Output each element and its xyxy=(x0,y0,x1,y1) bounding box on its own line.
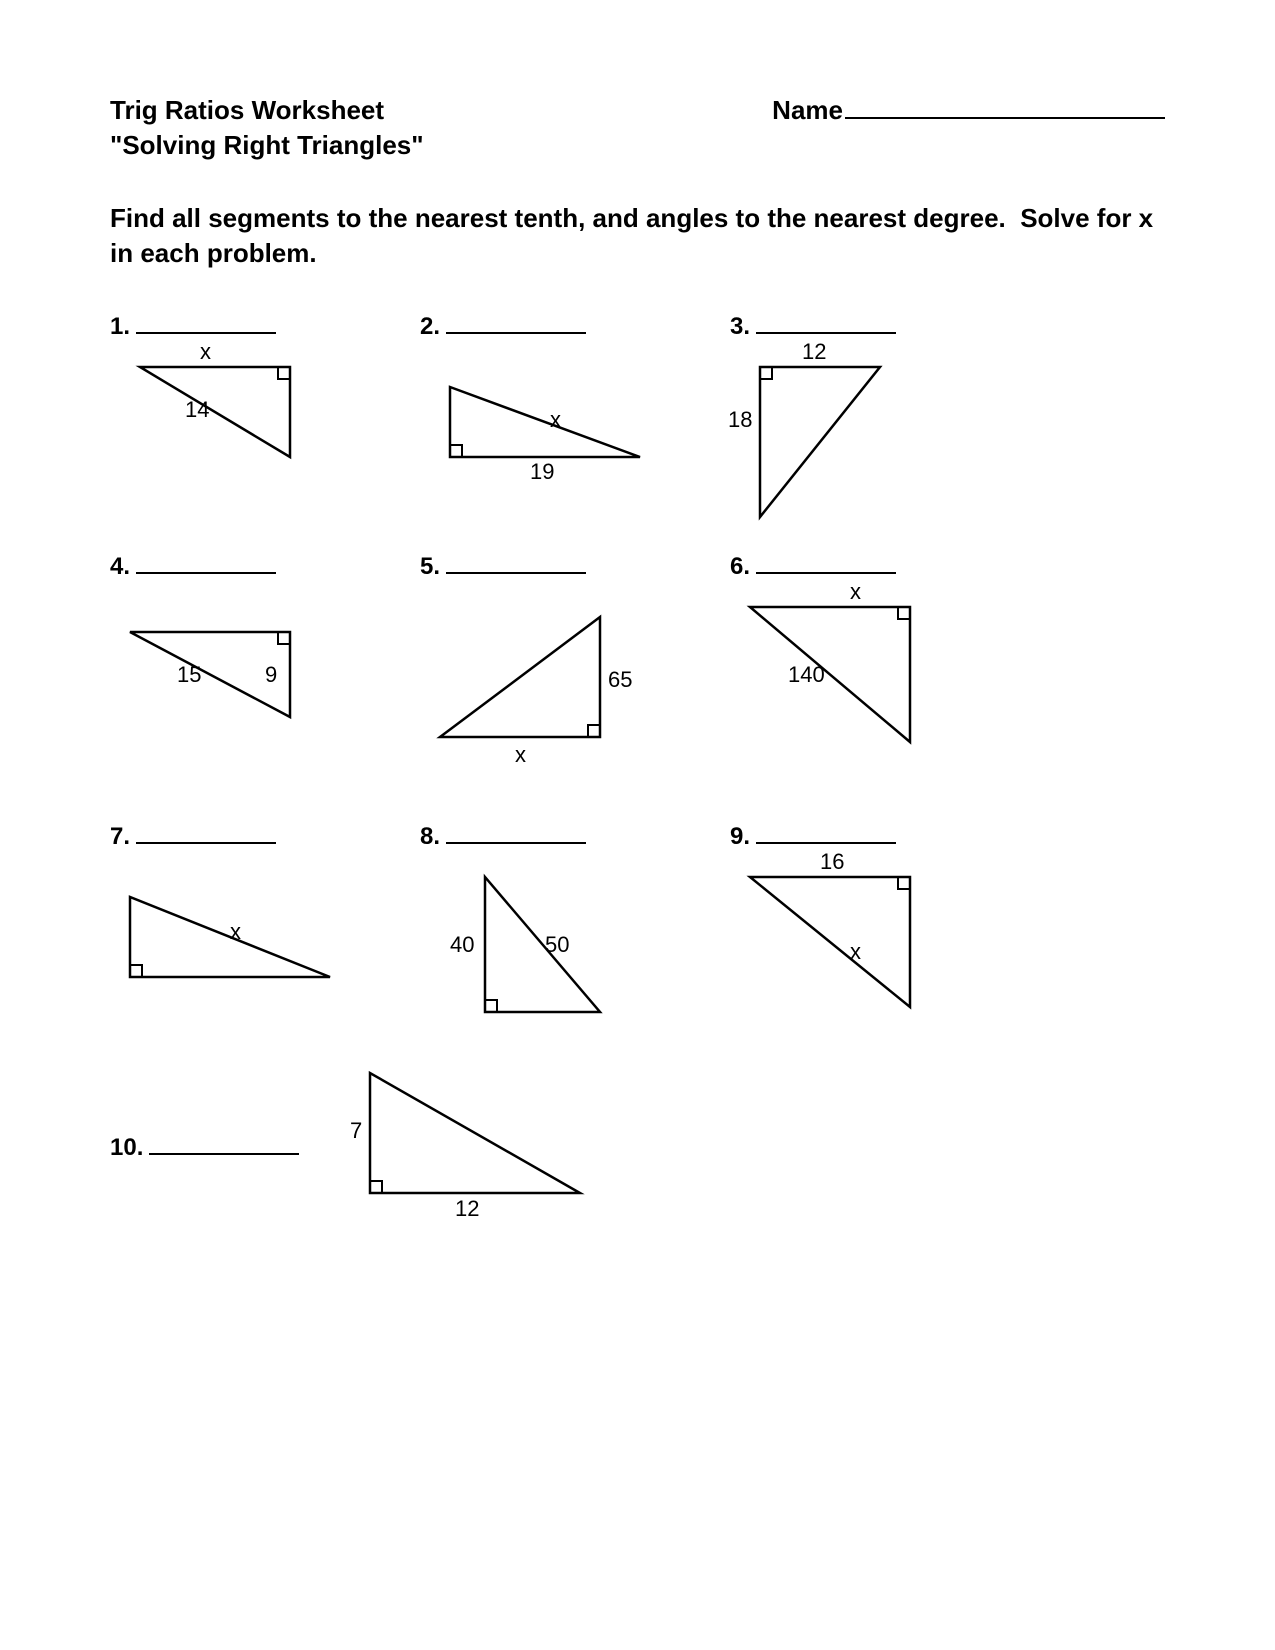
label-18: 18 xyxy=(728,407,752,433)
label-12: 12 xyxy=(802,339,826,365)
problems-grid: 1. x 14 2. x xyxy=(110,313,1165,1053)
problem-number: 10. xyxy=(110,1134,143,1162)
problem-3: 3. 12 18 xyxy=(730,313,1030,543)
answer-line[interactable] xyxy=(756,826,896,844)
problem-6: 6. x 140 xyxy=(730,553,1030,813)
problem-header: 7. xyxy=(110,823,410,851)
triangle-3 xyxy=(730,347,980,537)
name-input-line[interactable] xyxy=(845,99,1165,119)
problem-header: 4. xyxy=(110,553,410,581)
problem-number: 5. xyxy=(420,553,440,581)
answer-line[interactable] xyxy=(136,556,276,574)
answer-line[interactable] xyxy=(446,826,586,844)
problem-9: 9. 16 x xyxy=(730,823,1030,1053)
worksheet-page: Trig Ratios Worksheet Name "Solving Righ… xyxy=(0,0,1275,1650)
answer-line[interactable] xyxy=(756,316,896,334)
figure-8: 40 50 xyxy=(420,857,670,1027)
answer-line[interactable] xyxy=(756,556,896,574)
problem-1: 1. x 14 xyxy=(110,313,410,543)
worksheet-title: Trig Ratios Worksheet xyxy=(110,95,384,126)
figure-1: x 14 xyxy=(110,347,360,517)
answer-line[interactable] xyxy=(136,826,276,844)
header-row: Trig Ratios Worksheet Name xyxy=(110,95,1165,126)
label-140: 140 xyxy=(788,662,825,688)
problem-4: 4. 15 9 xyxy=(110,553,410,813)
answer-line[interactable] xyxy=(446,556,586,574)
problem-header: 8. xyxy=(420,823,720,851)
label-x: x xyxy=(515,742,526,768)
name-label: Name xyxy=(772,95,843,126)
problem-8: 8. 40 50 xyxy=(420,823,720,1053)
problem-number: 9. xyxy=(730,823,750,851)
figure-9: 16 x xyxy=(730,857,980,1027)
label-7: 7 xyxy=(350,1118,362,1144)
label-x: x xyxy=(850,579,861,605)
figure-6: x 140 xyxy=(730,587,980,757)
label-12: 12 xyxy=(455,1196,479,1222)
instructions-text: Find all segments to the nearest tenth, … xyxy=(110,201,1165,271)
triangle-6 xyxy=(730,587,980,777)
triangle-1 xyxy=(110,347,360,517)
label-9: 9 xyxy=(265,662,277,688)
problem-7: 7. x xyxy=(110,823,410,1053)
label-40: 40 xyxy=(450,932,474,958)
problem-10: 10. 7 12 xyxy=(110,1063,1165,1233)
problem-header: 9. xyxy=(730,823,1030,851)
problem-header: 5. xyxy=(420,553,720,581)
label-x: x xyxy=(200,339,211,365)
problem-header: 2. xyxy=(420,313,720,341)
triangle-4 xyxy=(110,587,360,757)
problem-number: 4. xyxy=(110,553,130,581)
problem-number: 2. xyxy=(420,313,440,341)
name-block: Name xyxy=(772,95,1165,126)
label-x: x xyxy=(850,939,861,965)
figure-2: x 19 xyxy=(420,347,670,517)
figure-3: 12 18 xyxy=(730,347,980,517)
worksheet-subtitle: "Solving Right Triangles" xyxy=(110,130,1165,161)
label-16: 16 xyxy=(820,849,844,875)
problem-number: 1. xyxy=(110,313,130,341)
label-15: 15 xyxy=(177,662,201,688)
problem-number: 8. xyxy=(420,823,440,851)
label-65: 65 xyxy=(608,667,632,693)
problem-header: 1. xyxy=(110,313,410,341)
problem-number: 3. xyxy=(730,313,750,341)
label-x: x xyxy=(230,919,241,945)
label-50: 50 xyxy=(545,932,569,958)
problem-5: 5. 65 x xyxy=(420,553,720,813)
answer-line[interactable] xyxy=(149,1137,299,1155)
figure-4: 15 9 xyxy=(110,587,360,757)
problem-header: 10. xyxy=(110,1134,310,1162)
problem-2: 2. x 19 xyxy=(420,313,720,543)
figure-10: 7 12 xyxy=(320,1063,620,1233)
problem-header: 3. xyxy=(730,313,1030,341)
label-14: 14 xyxy=(185,397,209,423)
answer-line[interactable] xyxy=(136,316,276,334)
triangle-2 xyxy=(420,347,670,517)
triangle-5 xyxy=(420,587,670,777)
figure-7: x xyxy=(110,857,360,1027)
problem-number: 6. xyxy=(730,553,750,581)
answer-line[interactable] xyxy=(446,316,586,334)
problem-header: 6. xyxy=(730,553,1030,581)
problem-number: 7. xyxy=(110,823,130,851)
label-19: 19 xyxy=(530,459,554,485)
label-x: x xyxy=(550,407,561,433)
figure-5: 65 x xyxy=(420,587,670,757)
